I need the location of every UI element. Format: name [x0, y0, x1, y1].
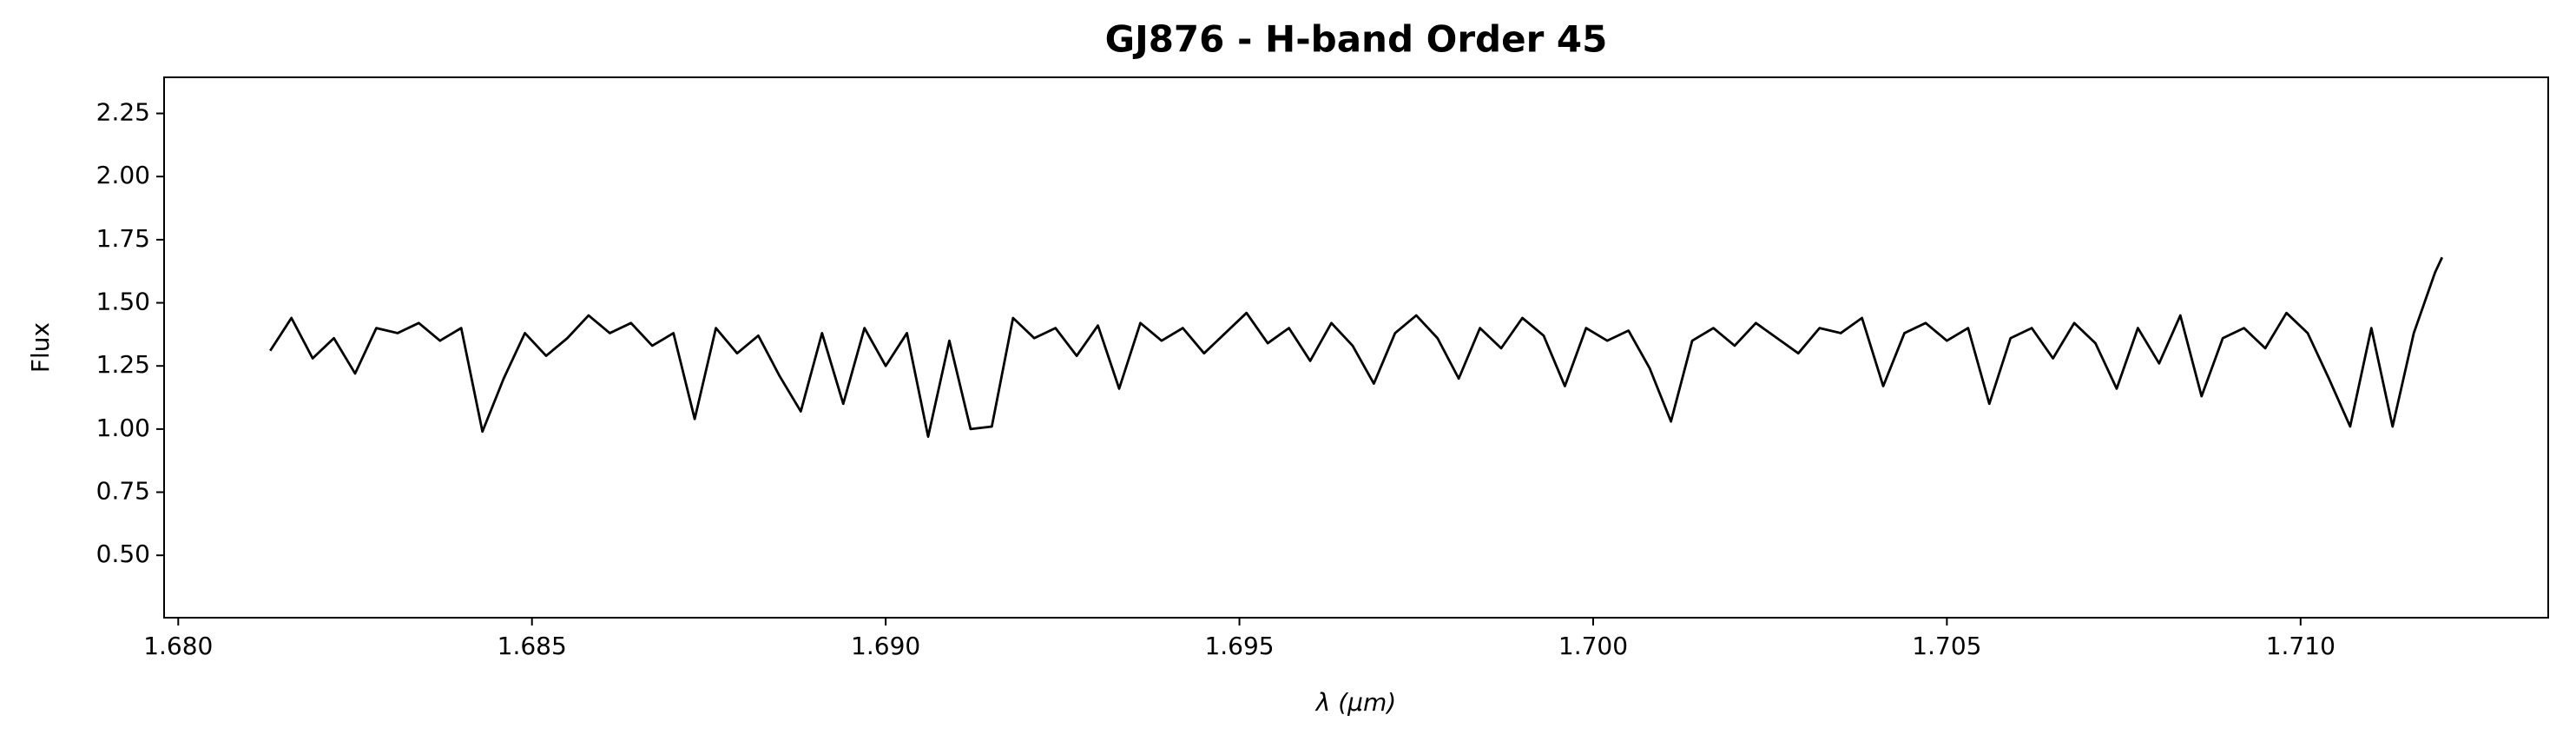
x-tick-label: 1.695 [1204, 632, 1274, 660]
chart-title: GJ876 - H-band Order 45 [1105, 18, 1608, 61]
spectrum-line [269, 256, 2444, 438]
y-tick-label: 0.50 [96, 539, 150, 568]
y-tick-label: 1.25 [96, 350, 150, 379]
x-tick-label: 1.710 [2266, 632, 2336, 660]
x-tick-label: 1.685 [497, 632, 567, 660]
x-axis-label: λ (μm) [1314, 688, 1396, 717]
y-tick-label: 1.50 [96, 288, 150, 316]
y-tick-label: 1.75 [96, 224, 150, 253]
y-tick-label: 0.75 [96, 477, 150, 506]
x-tick-label: 1.690 [851, 632, 920, 660]
plot-frame [163, 76, 2549, 619]
x-tick-label: 1.705 [1912, 632, 1981, 660]
y-axis-label: Flux [26, 322, 55, 373]
x-tick-label: 1.680 [143, 632, 213, 660]
x-tick-label: 1.700 [1558, 632, 1628, 660]
y-tick-label: 2.00 [96, 161, 150, 189]
y-tick-label: 1.00 [96, 414, 150, 442]
y-tick-label: 2.25 [96, 98, 150, 127]
